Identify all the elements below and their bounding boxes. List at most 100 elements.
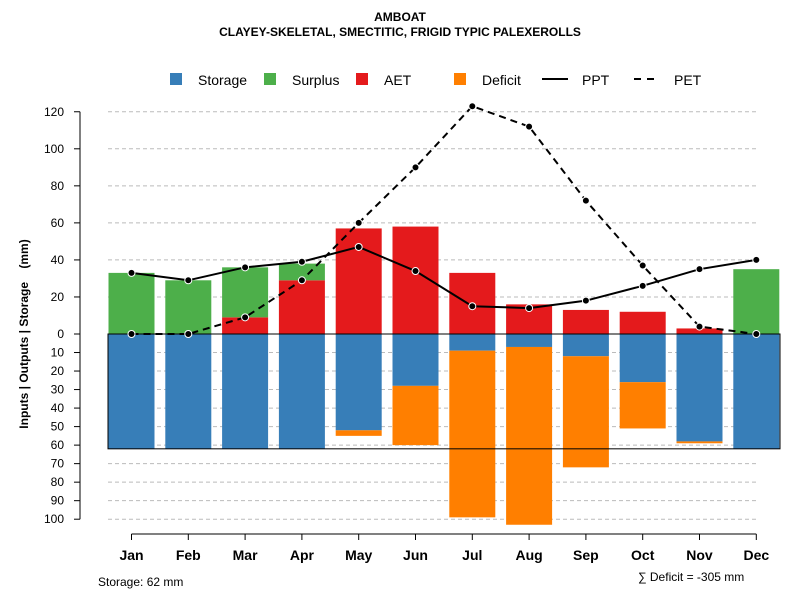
y-tick-label: 20 — [51, 290, 65, 304]
legend-label: PET — [674, 72, 702, 88]
storage-bar — [449, 334, 496, 351]
deficit-bar — [449, 350, 496, 518]
aet-bar — [222, 317, 269, 334]
ppt-point — [752, 255, 761, 264]
ppt-point — [468, 302, 477, 311]
chart-title: AMBOAT — [374, 10, 426, 24]
surplus-bar — [222, 267, 269, 318]
aet-bar — [278, 280, 325, 334]
deficit-bar — [335, 430, 382, 436]
storage-bar — [392, 334, 439, 386]
x-tick-label: Jun — [403, 547, 428, 563]
legend-label: AET — [384, 72, 412, 88]
ppt-point — [127, 268, 136, 277]
legend-label: PPT — [582, 72, 610, 88]
ppt-point — [525, 304, 534, 313]
x-tick-label: Jan — [119, 547, 143, 563]
y-tick-label: 90 — [51, 494, 65, 508]
storage-bar — [676, 334, 723, 442]
deficit-note: ∑ Deficit = -305 mm — [638, 570, 745, 584]
storage-bar — [733, 334, 780, 449]
pet-point — [184, 330, 193, 338]
x-tick-label: Mar — [233, 547, 258, 563]
ppt-point — [638, 281, 647, 290]
storage-note: Storage: 62 mm — [98, 575, 184, 589]
pet-point — [127, 330, 136, 338]
surplus-bar — [733, 269, 780, 334]
ppt-point — [241, 263, 250, 272]
deficit-bar — [676, 441, 723, 444]
pet-point — [638, 261, 647, 270]
pet-point — [354, 218, 363, 227]
y-tick-label: 10 — [51, 346, 65, 360]
legend-label: Storage — [198, 72, 247, 88]
pet-point — [752, 330, 761, 338]
storage-bar — [278, 334, 325, 449]
pet-point — [695, 322, 704, 331]
storage-bar — [165, 334, 212, 449]
y-tick-label: 70 — [51, 457, 65, 471]
y-tick-label: 60 — [51, 216, 65, 230]
pet-point — [411, 163, 420, 172]
deficit-bar — [562, 356, 609, 468]
x-tick-label: Apr — [290, 547, 315, 563]
legend-label: Deficit — [482, 72, 521, 88]
y-tick-label: 100 — [44, 512, 64, 526]
storage-bar — [108, 334, 155, 449]
legend-swatch — [170, 73, 182, 85]
pet-point — [297, 276, 306, 285]
surplus-bar — [165, 280, 212, 334]
storage-bar — [562, 334, 609, 357]
y-tick-label: 60 — [51, 438, 65, 452]
storage-bar — [335, 334, 382, 431]
legend-swatch — [264, 73, 276, 85]
ppt-point — [581, 296, 590, 305]
aet-bar — [676, 328, 723, 334]
x-tick-label: May — [345, 547, 372, 563]
legend-swatch — [454, 73, 466, 85]
aet-bar — [562, 309, 609, 334]
x-tick-label: Feb — [176, 547, 201, 563]
ppt-point — [184, 276, 193, 285]
pet-line — [131, 105, 757, 335]
y-tick-label: 30 — [51, 383, 65, 397]
y-tick-label: 50 — [51, 420, 65, 434]
x-tick-label: Dec — [743, 547, 769, 563]
ppt-point — [354, 242, 363, 251]
pet-point — [468, 102, 477, 111]
legend-swatch — [356, 73, 368, 85]
pet-point — [525, 122, 534, 131]
ppt-line — [131, 245, 757, 310]
y-tick-label: 80 — [51, 179, 65, 193]
surplus-bar — [278, 263, 325, 281]
ppt-point — [411, 267, 420, 276]
ppt-point — [297, 257, 306, 266]
storage-bar — [506, 334, 553, 347]
y-tick-label: 0 — [57, 327, 64, 341]
storage-bar — [619, 334, 666, 383]
y-tick-label: 100 — [44, 142, 64, 156]
y-tick-label: 40 — [51, 401, 65, 415]
surplus-bar — [108, 272, 155, 334]
deficit-bar — [506, 346, 553, 525]
pet-point — [581, 196, 590, 205]
y-tick-label: 20 — [51, 364, 65, 378]
y-tick-label: 80 — [51, 475, 65, 489]
deficit-bar — [619, 382, 666, 429]
ppt-point — [695, 265, 704, 274]
chart-subtitle: CLAYEY-SKELETAL, SMECTITIC, FRIGID TYPIC… — [219, 25, 581, 39]
x-tick-label: Oct — [631, 547, 655, 563]
x-tick-label: Nov — [686, 547, 713, 563]
legend-label: Surplus — [292, 72, 339, 88]
y-tick-label: 40 — [51, 253, 65, 267]
x-tick-label: Jul — [462, 547, 482, 563]
y-tick-label: 120 — [44, 105, 64, 119]
pet-point — [241, 313, 250, 322]
aet-bar — [619, 311, 666, 334]
x-tick-label: Sep — [573, 547, 599, 563]
storage-bar — [222, 334, 269, 449]
x-tick-label: Aug — [515, 547, 542, 563]
y-axis-label: Inputs | Outputs | Storage (mm) — [17, 239, 31, 428]
deficit-bar — [392, 385, 439, 446]
